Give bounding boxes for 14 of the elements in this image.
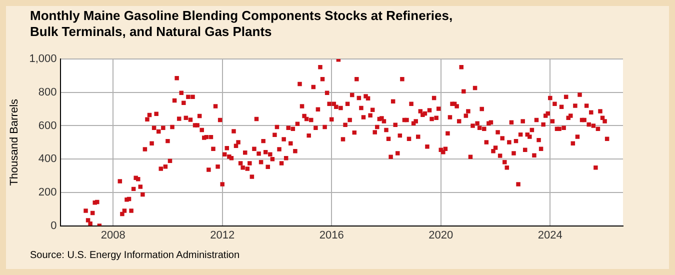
chart-title: Monthly Maine Gasoline Blending Components Stocks at Refineries, Bulk Terminals, and Natural Gas Plants [30, 8, 454, 40]
source-note: Source: U.S. Energy Information Administration [30, 250, 240, 261]
y-axis-title: Thousand Barrels [8, 98, 21, 186]
x-tick-label: 2012 [210, 229, 235, 242]
x-tick-label: 2008 [100, 229, 126, 242]
y-tick-label: 0 [50, 220, 57, 232]
y-tick-label: 1,000 [29, 53, 57, 66]
y-tick-label: 200 [38, 186, 57, 198]
y-tick-label: 800 [38, 86, 57, 98]
y-tick-label: 600 [38, 120, 57, 132]
y-tick-label: 400 [38, 153, 57, 166]
x-tick-label: 2024 [538, 229, 562, 242]
x-tick-label: 2016 [319, 229, 344, 242]
x-tick-label: 2020 [428, 229, 454, 242]
